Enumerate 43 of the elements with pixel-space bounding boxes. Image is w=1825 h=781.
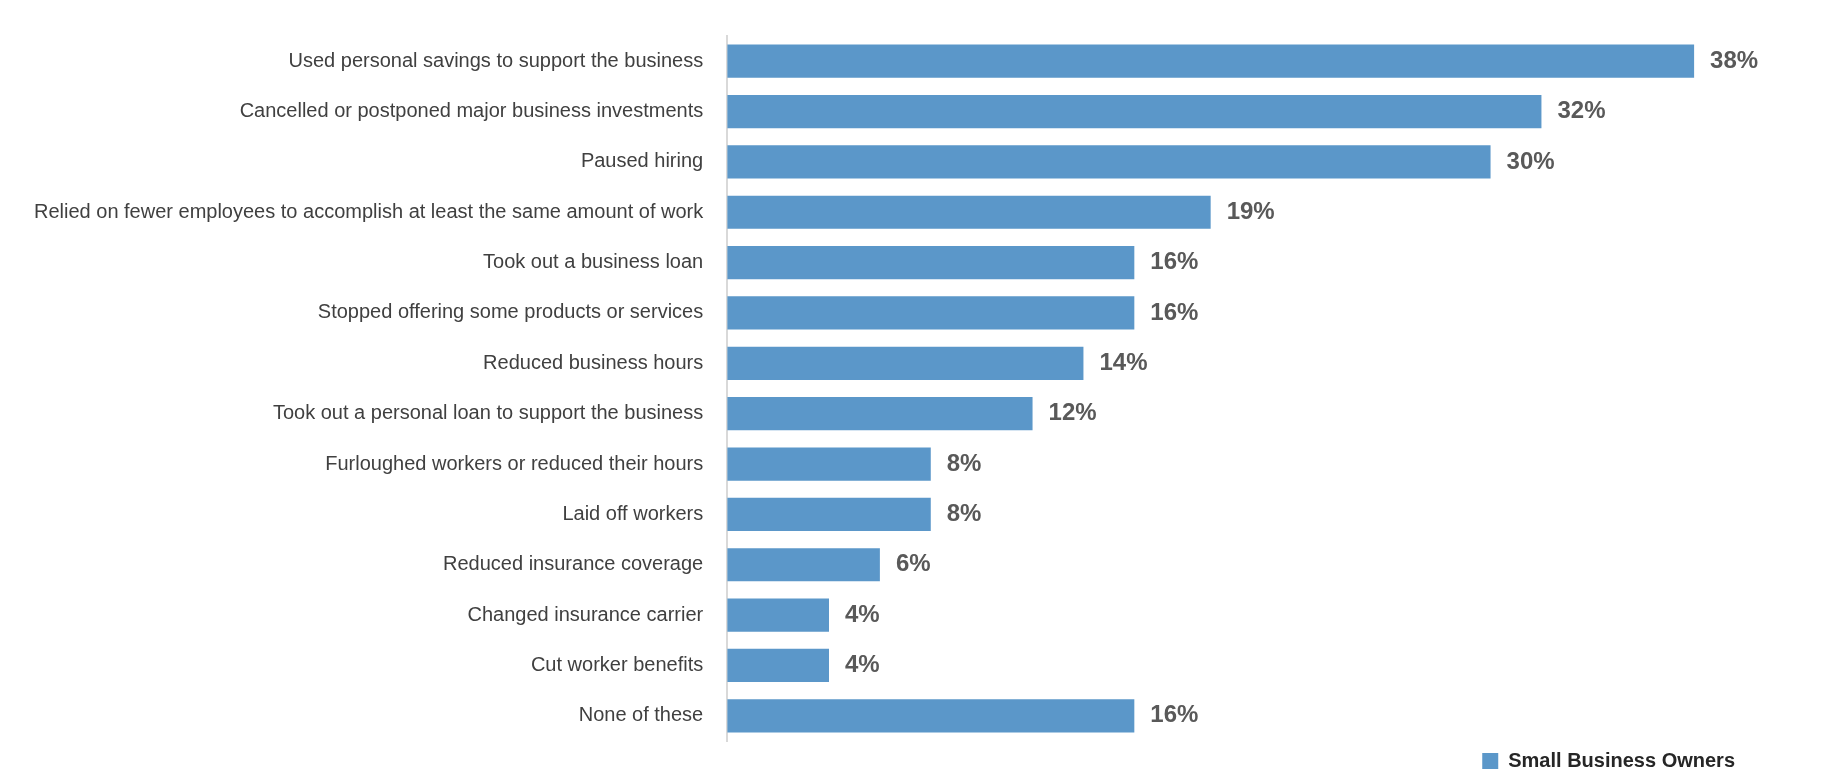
bar [727, 598, 829, 632]
bar [727, 44, 1695, 78]
y-tick-label: Relied on fewer employees to accomplish at least the same amount of work [34, 199, 705, 222]
y-tick-label: Furloughed workers or reduced their hours [325, 451, 704, 474]
y-tick-label: None of these [578, 703, 704, 726]
y-tick-label: Reduced insurance coverage [443, 552, 704, 575]
data-label: 32% [1557, 96, 1606, 124]
bar [727, 195, 1211, 229]
bar [727, 497, 931, 532]
y-tick-label: Used personal savings to support the business [288, 48, 704, 71]
y-tick-label: Cancelled or postponed major business investments [239, 99, 704, 122]
y-tick-label: Took out a personal loan to support the business [272, 401, 704, 424]
bar [727, 548, 880, 582]
data-label: 4% [845, 599, 880, 627]
data-label: 19% [1226, 196, 1275, 224]
data-label: 16% [1150, 700, 1199, 728]
data-label: 12% [1048, 398, 1097, 426]
y-tick-label: Took out a business loan [483, 250, 704, 273]
bar [727, 648, 829, 683]
bar [727, 346, 1084, 380]
data-label: 14% [1099, 347, 1148, 375]
data-label: 8% [946, 499, 982, 527]
y-tick-label: Changed insurance carrier [467, 602, 704, 625]
y-tick-label: Laid off workers [562, 501, 704, 524]
data-label: 38% [1710, 45, 1759, 73]
bar [727, 397, 1033, 431]
bar [727, 699, 1135, 733]
data-label: 16% [1150, 297, 1199, 325]
bar [727, 94, 1542, 129]
y-tick-label: Cut worker benefits [530, 652, 704, 675]
data-label: 30% [1506, 146, 1555, 174]
bar [727, 447, 931, 481]
y-tick-label: Reduced business hours [483, 350, 704, 373]
y-tick-label: Stopped offering some products or services [317, 300, 704, 323]
data-label: 16% [1150, 247, 1199, 275]
y-tick-label: Paused hiring [580, 149, 704, 172]
data-label: 8% [946, 448, 982, 476]
data-label: 4% [845, 650, 880, 678]
bar [727, 296, 1135, 330]
bar [727, 245, 1135, 280]
data-label: 6% [895, 549, 931, 577]
legend-label: Small Business Owners [1508, 748, 1736, 771]
bar [727, 145, 1491, 179]
